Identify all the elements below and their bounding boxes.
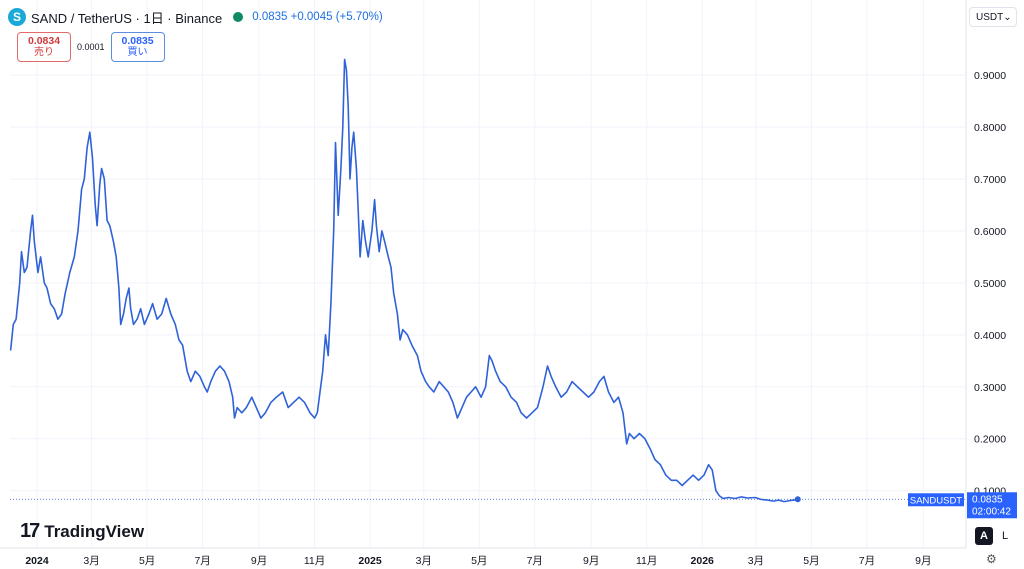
sand-logo-icon[interactable]: S — [8, 8, 26, 26]
x-tick-label: 2025 — [358, 555, 382, 567]
x-tick-label: 11月 — [304, 555, 325, 567]
symbol-tag-label: SANDUSDT — [910, 495, 962, 506]
price-line — [9, 58, 798, 503]
x-tick-label: 9月 — [915, 555, 931, 567]
y-tick-label: 0.2000 — [974, 434, 1006, 446]
x-tick-label: 7月 — [527, 555, 543, 567]
last-price-tag — [967, 492, 1017, 519]
buy-label: 買い — [127, 47, 148, 58]
sell-label: 売り — [34, 47, 54, 58]
x-tick-label: 11月 — [636, 555, 657, 567]
x-tick-label: 5月 — [803, 555, 819, 567]
currency-value: USDT — [976, 11, 1004, 23]
auto-scale-button[interactable]: A — [975, 527, 993, 545]
x-tick-label: 3月 — [748, 555, 764, 567]
y-tick-label: 0.4000 — [974, 330, 1006, 342]
x-tick-label: 2024 — [25, 555, 49, 567]
y-tick-label: 0.7000 — [974, 174, 1006, 186]
x-tick-label: 9月 — [583, 555, 599, 567]
sell-button[interactable]: 0.0834 売り — [17, 32, 71, 62]
tradingview-logo[interactable]: 17 TradingView — [20, 520, 144, 543]
price-change: 0.0835 +0.0045 (+5.70%) — [252, 11, 383, 23]
currency-select[interactable]: USDT ⌄ — [969, 7, 1017, 27]
buy-price: 0.0835 — [121, 35, 154, 47]
sell-price: 0.0834 — [27, 35, 61, 47]
countdown-label: 02:00:42 — [972, 506, 1011, 517]
x-tick-label: 3月 — [416, 555, 432, 567]
symbol-title[interactable]: SAND / TetherUS · 1日 · Binance — [31, 10, 223, 26]
y-tick-label: 0.8000 — [974, 122, 1006, 134]
market-open-icon — [233, 12, 244, 22]
symbol-tag — [908, 493, 964, 507]
tradingview-name: TradingView — [44, 521, 145, 541]
last-price-label: 0.0835 — [972, 494, 1003, 505]
x-tick-label: 5月 — [471, 555, 487, 567]
buy-button[interactable]: 0.0835 買い — [110, 32, 165, 62]
x-tick-label: 9月 — [251, 555, 267, 567]
y-tick-label: 0.5000 — [974, 278, 1006, 290]
gear-icon[interactable]: ⚙ — [986, 552, 997, 566]
x-tick-label: 7月 — [859, 555, 875, 567]
y-tick-label: 0.9000 — [974, 70, 1006, 82]
x-tick-label: 2026 — [691, 555, 715, 567]
x-tick-label: 7月 — [194, 555, 210, 567]
y-tick-label: 0.6000 — [974, 226, 1006, 238]
grid — [10, 0, 966, 548]
log-scale-button[interactable]: L — [1001, 530, 1009, 542]
axes: 0.10000.20000.30000.40000.50000.60000.70… — [0, 0, 1006, 567]
symbol-header: S SAND / TetherUS · 1日 · Binance 0.0835 … — [8, 6, 383, 28]
tradingview-mark-icon: 17 — [20, 520, 40, 542]
x-tick-label: 3月 — [83, 555, 99, 567]
trade-panel: 0.0834 売り 0.0001 0.0835 買い — [17, 32, 165, 62]
x-tick-label: 5月 — [139, 555, 155, 567]
last-point-marker — [794, 496, 801, 503]
spread-value: 0.0001 — [77, 42, 105, 52]
series-layer — [9, 58, 801, 503]
y-tick-label: 0.3000 — [974, 382, 1006, 394]
chevron-down-icon: ⌄ — [1003, 11, 1012, 23]
